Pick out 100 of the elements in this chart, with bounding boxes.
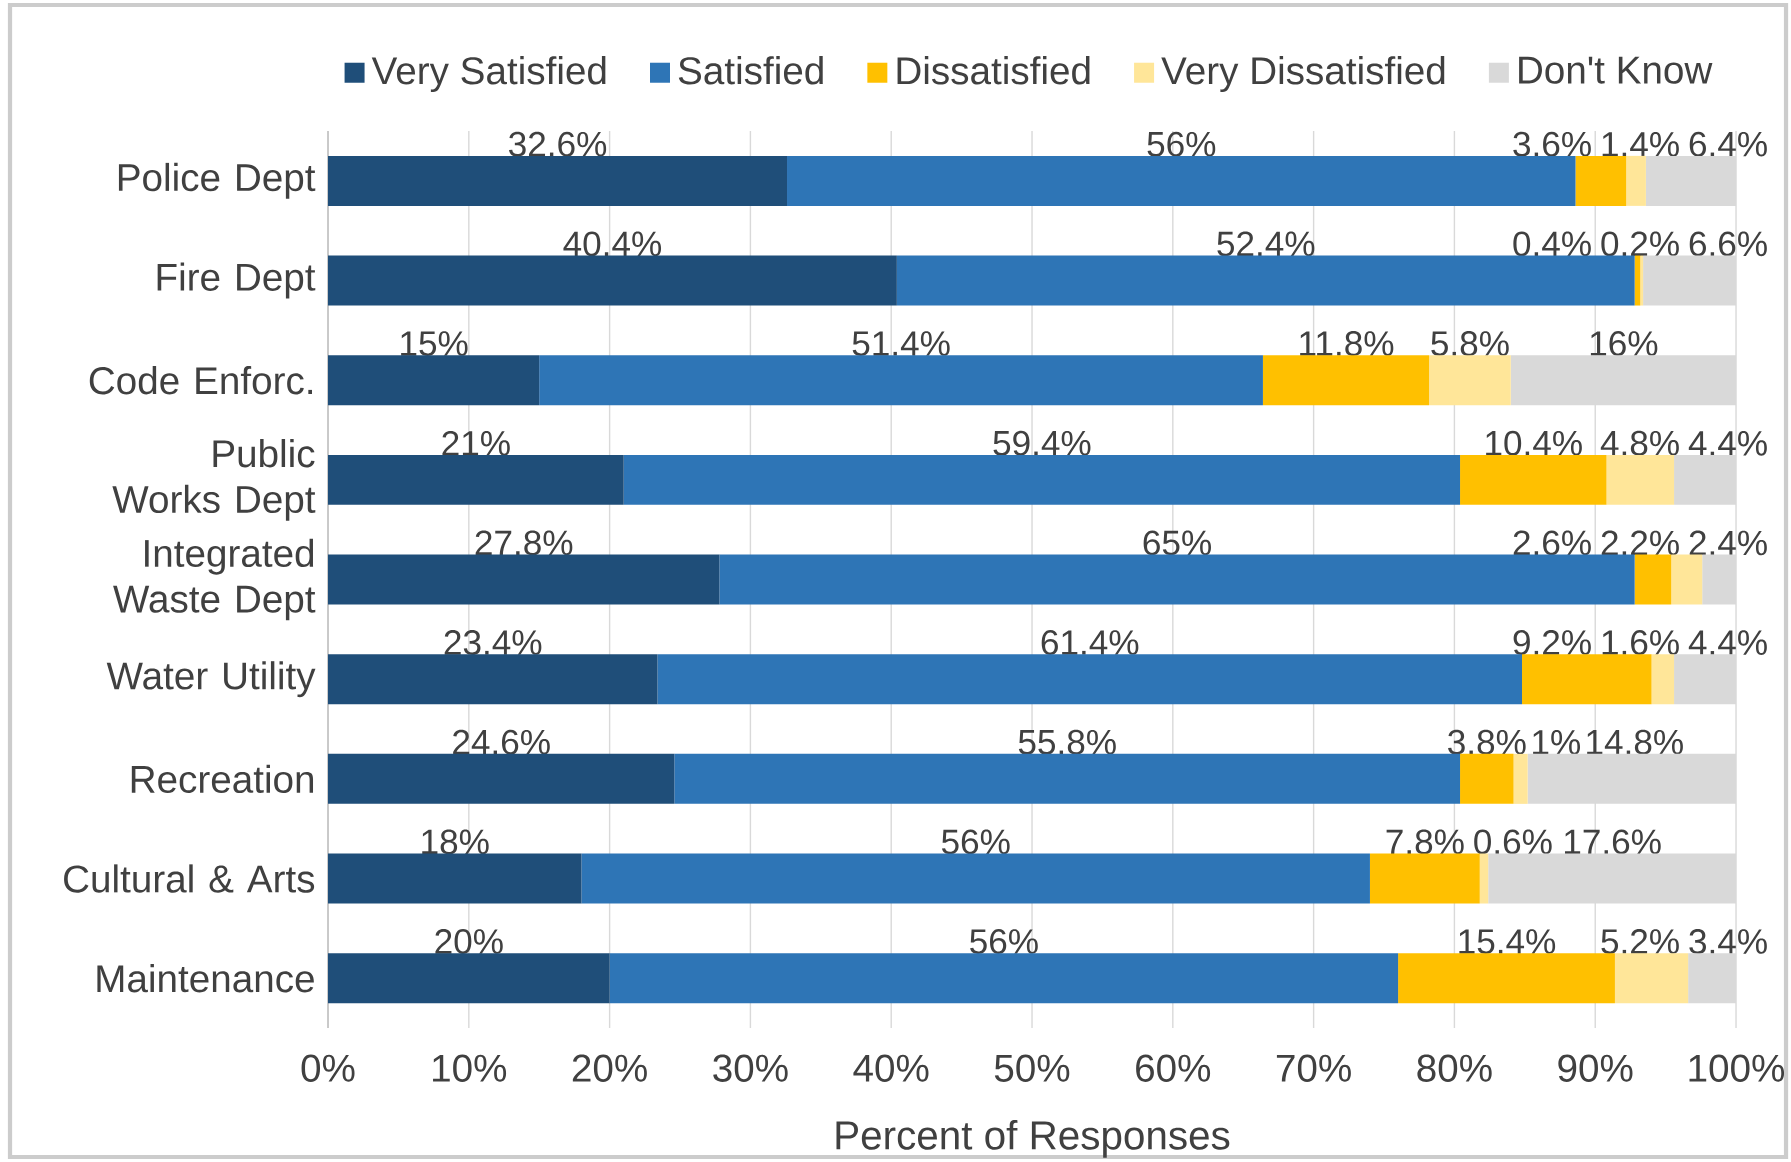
bar [328,753,675,804]
x-tick-label: 20% [572,1054,647,1082]
data-label: 6.6% [1689,231,1767,257]
data-label: 2.6% [1513,530,1591,556]
data-label: 1.6% [1602,630,1679,655]
bar [623,454,1461,505]
legend-label: Satisfied [678,56,823,85]
data-label: 15% [401,331,468,356]
bar [328,255,897,306]
data-label: 51.4% [852,331,950,356]
bar [674,753,1461,804]
data-label: 4.8% [1600,430,1679,456]
data-label: 4.4% [1688,431,1767,456]
bar [1626,155,1646,206]
bar [581,853,1370,904]
y-tick-label: Water Utility [106,661,316,698]
bar [328,853,582,904]
x-tick-label: 100% [1689,1054,1785,1082]
bar [1640,255,1644,306]
bar [328,155,788,206]
data-label: 20% [435,929,503,954]
x-tick-label: 0% [301,1054,355,1082]
bar [1460,753,1514,804]
data-label: 0.6% [1474,829,1552,855]
data-label: 9.2% [1513,630,1591,655]
data-label: 17.6% [1564,829,1661,855]
y-tick-label: Maintenance [97,964,314,993]
bar [1460,454,1607,505]
y-tick-label: Recreation [131,764,314,794]
bar [1651,654,1675,705]
data-label: 2.2% [1601,530,1679,556]
data-label: 16% [1590,331,1658,356]
x-tick-label: 80% [1417,1054,1492,1082]
x-tick-label: 70% [1276,1054,1351,1082]
y-tick-label: Police Dept [118,162,316,199]
data-label: 2.4% [1689,530,1767,556]
data-label: 5.8% [1431,331,1509,356]
data-label: 56% [1147,131,1216,157]
data-label: 55.8% [1018,729,1116,755]
data-label: 18% [422,829,489,855]
data-label: 56% [941,829,1010,855]
bar [1606,454,1675,505]
bar [719,554,1635,605]
bar [328,554,720,605]
data-label: 5.2% [1601,929,1679,954]
data-label: 14.8% [1587,729,1683,755]
bar [328,953,610,1004]
bar [1262,355,1430,406]
data-label: 0.4% [1513,231,1591,257]
y-tick-label: Code Enforc. [89,366,313,395]
data-label: 40.4% [563,231,662,257]
y-tick-label: Public Works Dept [112,439,316,521]
bar [657,654,1523,705]
data-label: 3.8% [1448,729,1526,755]
bar [539,355,1263,406]
bar [1634,554,1672,605]
data-label: 23.4% [444,630,542,655]
x-tick-label: 50% [994,1054,1070,1082]
data-label: 10.4% [1486,430,1582,456]
x-tick-label: 10% [433,1054,507,1082]
data-label: 0.2% [1601,231,1679,257]
data-label: 3.6% [1513,131,1591,157]
bar [1369,853,1480,904]
bar [1429,355,1511,406]
x-tick-label: 90% [1558,1054,1633,1082]
bar [1522,654,1652,705]
legend-label: Dissatisfied [897,56,1090,85]
y-tick-label: Integrated Waste Dept [113,538,316,621]
x-tick-label: 40% [853,1054,929,1082]
data-label: 7.8% [1386,829,1464,855]
bar [787,155,1576,206]
bar [328,355,540,406]
y-tick-label: Cultural & Arts [64,864,315,893]
legend-label: Very Dissatisfied [1161,56,1445,93]
data-label: 59.4% [993,430,1091,456]
data-label: 1.4% [1602,132,1679,157]
data-label: 61.4% [1041,630,1139,655]
bar [1614,953,1689,1004]
legend-label: Very Satisfied [371,56,606,93]
y-tick-label: Fire Dept [157,262,316,299]
bar [1398,953,1615,1004]
data-label: 52.4% [1217,231,1315,257]
bar [1479,853,1489,904]
bar [328,454,624,505]
data-label: 6.4% [1689,131,1767,157]
bar [1513,753,1528,804]
legend-label: Don't Know [1519,56,1713,84]
data-label: 27.8% [475,530,573,556]
bar [896,255,1635,306]
data-label: 3.4% [1689,929,1767,954]
bar [1575,155,1627,206]
bar [328,654,658,705]
x-tick-label: 60% [1136,1054,1211,1082]
data-label: 15.4% [1459,929,1556,954]
data-label: 24.6% [453,729,550,755]
data-label: 32.6% [509,131,607,157]
bar [1671,554,1703,605]
data-label: 56% [970,929,1038,954]
x-tick-label: 30% [713,1054,788,1082]
bar [609,953,1399,1004]
